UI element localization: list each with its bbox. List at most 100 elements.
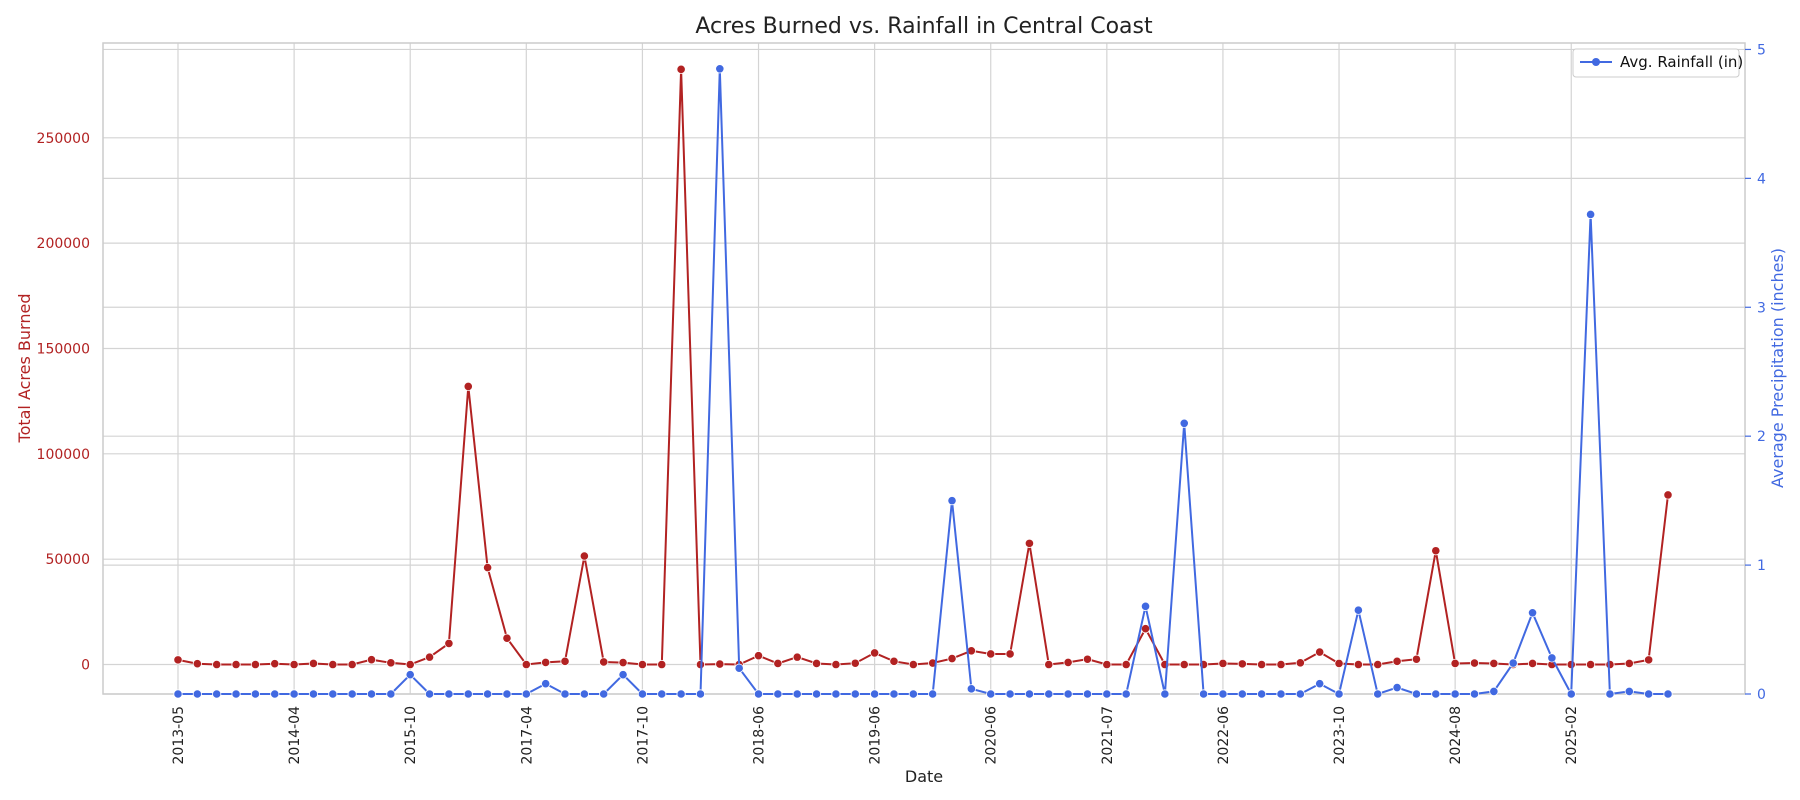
left-tick-label: 250000 <box>37 131 90 147</box>
data-point <box>386 658 396 668</box>
x-tick-label: 2017-04 <box>519 706 535 765</box>
data-point <box>870 648 880 658</box>
left-tick-label: 50000 <box>45 552 90 568</box>
data-point <box>444 638 454 649</box>
data-point <box>250 689 261 699</box>
data-point <box>637 659 648 670</box>
data-point <box>928 689 938 699</box>
data-point <box>541 679 551 689</box>
data-point <box>579 551 589 561</box>
data-point <box>212 689 222 699</box>
data-point <box>637 689 648 699</box>
data-point <box>831 689 841 699</box>
data-point <box>986 649 996 659</box>
data-point <box>1373 689 1383 699</box>
x-tick-label: 2017-10 <box>635 706 651 765</box>
data-point <box>618 658 628 668</box>
data-point <box>347 659 357 670</box>
data-point <box>1411 689 1422 699</box>
x-tick-label: 2025-02 <box>1564 706 1580 765</box>
data-point <box>1353 605 1363 615</box>
data-point <box>1044 659 1054 670</box>
data-point <box>463 689 473 699</box>
data-point <box>1276 689 1286 699</box>
data-point <box>1450 658 1460 669</box>
x-tick-label: 2020-06 <box>984 706 1000 765</box>
data-point <box>657 689 667 699</box>
data-point <box>560 689 570 699</box>
x-tick-label: 2023-10 <box>1332 706 1348 765</box>
left-tick-label: 100000 <box>37 447 90 463</box>
data-point <box>1624 658 1634 669</box>
data-point <box>347 689 357 699</box>
left-tick-label: 150000 <box>37 341 90 357</box>
data-point <box>1005 689 1015 699</box>
data-point <box>1005 649 1015 659</box>
data-point <box>1140 624 1151 634</box>
data-point <box>947 496 957 506</box>
data-point <box>366 689 377 699</box>
data-point <box>541 657 551 667</box>
data-point <box>1605 659 1615 670</box>
data-point <box>986 689 996 699</box>
right-tick-label: 2 <box>1757 429 1766 445</box>
data-point <box>192 659 202 669</box>
data-point <box>599 689 609 699</box>
data-point <box>889 656 899 666</box>
data-point <box>947 654 957 664</box>
data-point <box>1179 418 1189 428</box>
data-point <box>231 689 241 699</box>
right-tick-label: 1 <box>1757 558 1766 574</box>
data-point <box>173 655 183 665</box>
data-point <box>1469 689 1480 699</box>
data-point <box>1489 686 1499 697</box>
data-point <box>773 658 783 669</box>
plot-frame <box>102 42 1746 695</box>
data-point <box>1121 659 1131 670</box>
data-point <box>1644 655 1654 665</box>
data-point <box>405 670 415 680</box>
data-point <box>1082 654 1093 664</box>
series-line <box>177 69 1669 666</box>
data-point <box>1431 546 1441 556</box>
data-point <box>676 689 686 699</box>
data-point <box>1450 689 1460 699</box>
data-point <box>1295 658 1305 668</box>
data-point <box>1411 654 1422 664</box>
left-tick-label: 200000 <box>37 236 90 252</box>
data-point <box>1624 686 1634 697</box>
data-point <box>1237 659 1247 669</box>
data-point <box>192 689 202 699</box>
data-point <box>1218 658 1228 669</box>
data-point <box>1179 659 1189 670</box>
data-point <box>1392 656 1402 666</box>
data-point <box>1082 689 1093 699</box>
data-point <box>521 659 531 670</box>
data-point <box>231 659 241 670</box>
data-point <box>1102 659 1112 670</box>
data-point <box>1508 658 1518 668</box>
data-point <box>1663 490 1673 500</box>
data-point <box>173 689 183 699</box>
data-point <box>1295 689 1305 699</box>
x-tick-label: 2021-07 <box>1100 706 1116 765</box>
data-point <box>289 659 299 670</box>
data-point <box>1566 659 1576 670</box>
data-point <box>560 656 570 666</box>
data-point <box>1373 659 1383 670</box>
data-point <box>1527 608 1538 618</box>
data-point <box>424 652 435 662</box>
data-point <box>695 689 706 699</box>
data-point <box>792 652 802 662</box>
data-point <box>270 689 280 699</box>
data-point <box>1663 689 1673 699</box>
data-point <box>1489 658 1499 669</box>
data-point <box>1257 659 1267 670</box>
right-axis-ticks: 0 1 2 3 4 5 <box>1745 42 1766 703</box>
data-point <box>1063 689 1073 699</box>
data-point <box>850 689 860 699</box>
x-tick-label: 2022-06 <box>1216 706 1232 765</box>
data-point <box>1024 689 1035 699</box>
data-point <box>1198 689 1209 699</box>
data-point <box>811 658 822 669</box>
